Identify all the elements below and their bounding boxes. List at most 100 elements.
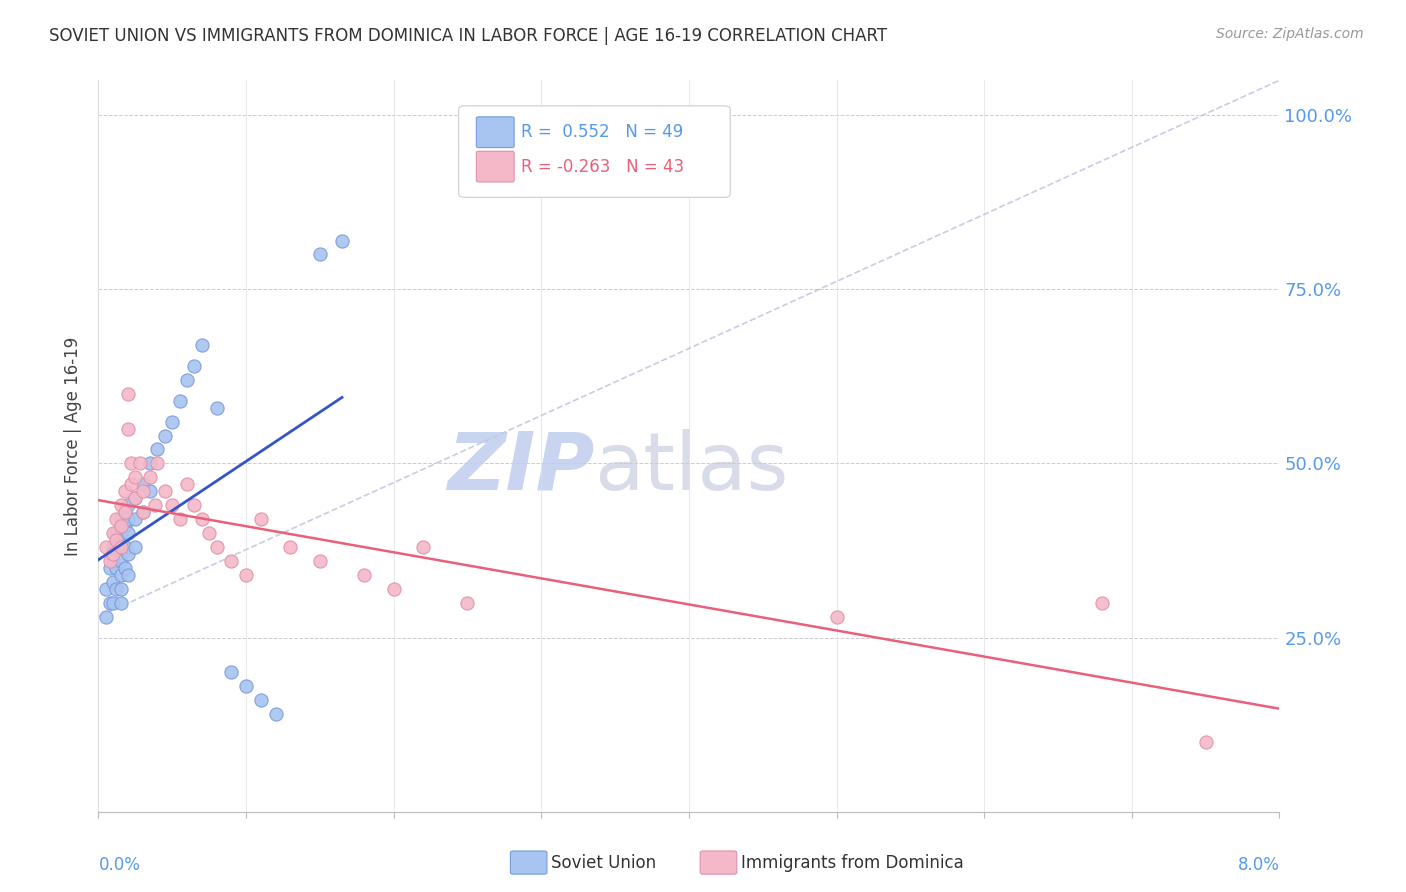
Point bbox=[105, 540, 128, 554]
Point bbox=[457, 596, 479, 610]
Point bbox=[176, 477, 198, 491]
Text: ZIP: ZIP bbox=[447, 429, 595, 507]
Point bbox=[98, 561, 121, 575]
Y-axis label: In Labor Force | Age 16-19: In Labor Force | Age 16-19 bbox=[65, 336, 83, 556]
Point bbox=[103, 547, 125, 561]
Point bbox=[205, 540, 228, 554]
Point bbox=[132, 505, 155, 519]
Point bbox=[124, 491, 146, 506]
Point bbox=[353, 567, 375, 582]
Point bbox=[198, 526, 221, 541]
Point bbox=[105, 561, 128, 575]
Point bbox=[110, 554, 132, 568]
Text: Soviet Union: Soviet Union bbox=[551, 854, 657, 871]
Point bbox=[309, 247, 332, 261]
Point bbox=[250, 693, 273, 707]
Point bbox=[114, 484, 136, 499]
Text: SOVIET UNION VS IMMIGRANTS FROM DOMINICA IN LABOR FORCE | AGE 16-19 CORRELATION : SOVIET UNION VS IMMIGRANTS FROM DOMINICA… bbox=[49, 27, 887, 45]
Point bbox=[382, 582, 405, 596]
Point bbox=[183, 498, 205, 512]
Point bbox=[110, 540, 132, 554]
Point bbox=[103, 526, 125, 541]
Point bbox=[114, 540, 136, 554]
Point bbox=[110, 567, 132, 582]
Point bbox=[162, 415, 183, 429]
Text: 8.0%: 8.0% bbox=[1237, 855, 1279, 873]
Point bbox=[146, 457, 169, 471]
Point bbox=[103, 574, 125, 589]
Point bbox=[124, 470, 146, 484]
Point bbox=[191, 512, 214, 526]
Point bbox=[139, 457, 162, 471]
Point bbox=[235, 679, 257, 693]
Point bbox=[94, 582, 117, 596]
Point bbox=[114, 505, 136, 519]
Point bbox=[221, 665, 243, 680]
Point bbox=[94, 609, 117, 624]
Point bbox=[176, 373, 198, 387]
Point bbox=[169, 393, 191, 408]
Point bbox=[124, 491, 146, 506]
Point bbox=[139, 484, 162, 499]
Point bbox=[117, 547, 139, 561]
Point bbox=[309, 554, 332, 568]
Point bbox=[250, 512, 273, 526]
Point bbox=[132, 505, 155, 519]
Point bbox=[117, 567, 139, 582]
Point bbox=[117, 421, 139, 435]
Point bbox=[205, 401, 228, 415]
Point bbox=[117, 498, 139, 512]
Point bbox=[110, 540, 132, 554]
Point bbox=[110, 596, 132, 610]
Point bbox=[110, 519, 132, 533]
Point bbox=[169, 512, 191, 526]
Point bbox=[105, 533, 128, 547]
Text: 0.0%: 0.0% bbox=[98, 855, 141, 873]
Text: R =  0.552   N = 49: R = 0.552 N = 49 bbox=[522, 123, 683, 141]
Text: Immigrants from Dominica: Immigrants from Dominica bbox=[741, 854, 963, 871]
Point bbox=[825, 609, 848, 624]
Point bbox=[124, 540, 146, 554]
Point bbox=[139, 470, 162, 484]
Point bbox=[162, 498, 183, 512]
Point bbox=[280, 540, 302, 554]
Point bbox=[124, 512, 146, 526]
Point bbox=[120, 477, 142, 491]
Point bbox=[105, 512, 128, 526]
Point bbox=[153, 484, 176, 499]
Point bbox=[1195, 735, 1218, 749]
FancyBboxPatch shape bbox=[477, 117, 515, 147]
Point bbox=[264, 707, 287, 722]
Point bbox=[146, 442, 169, 457]
Point bbox=[117, 512, 139, 526]
Point bbox=[183, 359, 205, 373]
FancyBboxPatch shape bbox=[477, 152, 515, 182]
Point bbox=[330, 234, 353, 248]
Point bbox=[103, 554, 125, 568]
Point bbox=[143, 498, 166, 512]
Point bbox=[110, 498, 132, 512]
Point bbox=[191, 338, 214, 352]
Point bbox=[412, 540, 434, 554]
Text: Source: ZipAtlas.com: Source: ZipAtlas.com bbox=[1216, 27, 1364, 41]
Text: atlas: atlas bbox=[595, 429, 789, 507]
Point bbox=[132, 477, 155, 491]
Point bbox=[114, 519, 136, 533]
Point bbox=[1091, 596, 1114, 610]
Point bbox=[235, 567, 257, 582]
Point bbox=[105, 526, 128, 541]
Point bbox=[98, 596, 121, 610]
Point bbox=[120, 457, 142, 471]
FancyBboxPatch shape bbox=[458, 106, 730, 197]
Point bbox=[103, 596, 125, 610]
Point bbox=[98, 554, 121, 568]
Point bbox=[110, 512, 132, 526]
Point bbox=[117, 526, 139, 541]
Point bbox=[114, 505, 136, 519]
Point bbox=[117, 386, 139, 401]
Point bbox=[153, 428, 176, 442]
Point bbox=[103, 540, 125, 554]
Point bbox=[128, 457, 150, 471]
Point bbox=[94, 540, 117, 554]
Point bbox=[114, 561, 136, 575]
